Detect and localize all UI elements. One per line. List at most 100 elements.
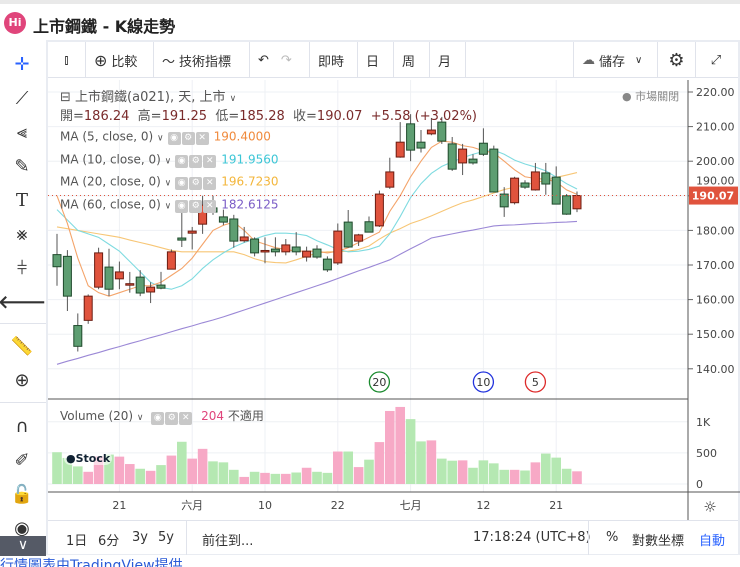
close-icon[interactable]: ✕	[179, 411, 193, 425]
x-tick-label: 10	[258, 499, 272, 512]
event-marker-label: 10	[476, 376, 490, 389]
candle-type-button[interactable]: ⫾	[48, 42, 86, 78]
volume-bar	[156, 465, 166, 484]
magnet-icon[interactable]: ∩	[15, 415, 29, 437]
ma-value: 190.4000	[213, 129, 271, 144]
volume-bar	[177, 441, 187, 484]
candle	[562, 195, 572, 215]
close-icon[interactable]: ✕	[195, 132, 209, 145]
collapse-icon[interactable]: ⊟	[60, 90, 71, 105]
back-arrow-icon[interactable]: 🡐	[0, 291, 47, 313]
range-1d[interactable]: 1日	[66, 534, 88, 549]
eye-icon[interactable]: ◉	[167, 132, 181, 145]
candle	[94, 252, 104, 288]
volume-bar	[83, 471, 93, 484]
gear-icon[interactable]: ⚙	[189, 199, 203, 213]
close-icon[interactable]: ✕	[203, 154, 217, 168]
settings-button[interactable]: ⚙	[658, 42, 696, 78]
gear-icon[interactable]: ⚙	[181, 132, 195, 145]
candle	[73, 325, 83, 347]
ma-legend[interactable]: MA (60, close, 0) ∨ ◉ ⚙ ✕ 182.6125	[60, 197, 279, 213]
chevron-down-icon: ∨	[229, 94, 237, 104]
brush-icon[interactable]: ✎	[14, 155, 30, 177]
interval-week-button[interactable]: 周	[394, 42, 430, 78]
ma-label: MA (5, close, 0)	[60, 129, 154, 144]
compare-button[interactable]: ⊕ 比較	[86, 42, 154, 78]
close-icon[interactable]: ✕	[203, 177, 217, 190]
volume-bar	[166, 455, 177, 484]
save-button[interactable]: ☁ 儲存 ∨	[573, 42, 658, 78]
text-tool-icon[interactable]: T	[15, 189, 28, 211]
auto-scale-toggle[interactable]: 自動	[699, 534, 726, 549]
volume-bar	[333, 451, 343, 484]
compare-label: 比較	[111, 54, 138, 70]
cloud-icon: ☁	[582, 52, 595, 68]
indicators-button[interactable]: 〜技術指標	[154, 42, 250, 78]
percent-scale-toggle[interactable]: %	[606, 530, 619, 545]
price-tick-label: 200.00	[696, 155, 735, 168]
realtime-button[interactable]: 即時	[310, 42, 358, 78]
trend-line-icon[interactable]: ⟋	[15, 87, 29, 109]
zoom-in-icon[interactable]: ⊕	[14, 369, 30, 391]
day-label: 日	[366, 54, 380, 70]
volume-bar	[197, 448, 208, 484]
candle	[374, 193, 384, 227]
save-label: 儲存	[599, 54, 626, 70]
candle	[187, 230, 197, 234]
fullscreen-button[interactable]: ⤢	[696, 42, 736, 78]
event-marker-label: 20	[372, 376, 386, 389]
gear-icon[interactable]: ⚙	[189, 177, 203, 190]
interval-month-button[interactable]: 月	[430, 42, 466, 78]
clock-timezone[interactable]: 17:18:24 (UTC+8)	[473, 530, 591, 545]
range-5y[interactable]: 5y	[158, 530, 174, 545]
eye-icon[interactable]: ◉	[151, 411, 165, 425]
volume-bar	[520, 470, 530, 484]
candle	[530, 171, 540, 191]
eye-icon[interactable]: ◉	[175, 154, 189, 168]
volume-bar	[437, 458, 447, 484]
ma-label: MA (60, close, 0)	[60, 197, 161, 211]
ruler-icon[interactable]: 📏	[10, 335, 34, 357]
undo-icon[interactable]: ↶	[258, 52, 269, 68]
gear-icon[interactable]: ⚙	[165, 411, 179, 425]
eye-icon[interactable]: ◉	[175, 177, 189, 190]
close-icon[interactable]: ✕	[203, 199, 217, 213]
goto-date-button[interactable]: 前往到...	[202, 534, 254, 549]
interval-day-button[interactable]: 日	[358, 42, 394, 78]
candle	[146, 286, 156, 293]
ma-label: MA (20, close, 0)	[60, 174, 161, 189]
pitchfork-icon[interactable]: ⫷	[16, 121, 28, 143]
gear-icon[interactable]: ⚙	[189, 154, 203, 168]
pattern-icon[interactable]: ⨳	[16, 223, 28, 245]
volume-bar	[530, 462, 541, 484]
eye-icon[interactable]: ◉	[175, 199, 189, 213]
unlock-icon[interactable]: 🔓	[10, 483, 34, 505]
lock-drawing-icon[interactable]: ✐	[14, 449, 30, 471]
crosshair-icon[interactable]: ✛	[14, 53, 30, 75]
ma-legend[interactable]: MA (5, close, 0) ∨ ◉ ⚙ ✕ 190.4000	[60, 129, 271, 145]
ma-legend[interactable]: MA (10, close, 0) ∨ ◉ ⚙ ✕ 191.9560	[60, 152, 279, 168]
redo-icon[interactable]: ↷	[280, 52, 292, 68]
candle	[260, 249, 270, 253]
log-scale-toggle[interactable]: 對數坐標	[632, 534, 685, 549]
volume-bar	[104, 454, 114, 484]
volume-bar	[322, 472, 333, 484]
ma-legend[interactable]: MA (20, close, 0) ∨ ◉ ⚙ ✕ 196.7230	[60, 174, 279, 190]
eye-icon[interactable]: ◉	[14, 517, 30, 539]
symbol-legend[interactable]: ⊟ 上市鋼鐵(a021), 天, 上市 ∨	[60, 86, 236, 105]
range-6m[interactable]: 6分	[98, 534, 120, 549]
chevron-down-icon: ∨	[157, 133, 164, 144]
volume-bar	[489, 463, 499, 484]
chevron-down-icon: ∨	[136, 413, 144, 423]
price-tick-label: 190.00	[696, 175, 735, 188]
candle	[229, 218, 239, 242]
range-3y[interactable]: 3y	[132, 530, 148, 545]
page-title: 上市鋼鐵 - K線走勢	[33, 17, 176, 36]
expand-toolbar-button[interactable]: ∨	[0, 536, 46, 556]
axis-settings-icon[interactable]: ☼	[703, 498, 716, 516]
fib-icon[interactable]: ⫩	[16, 257, 28, 279]
credit-link[interactable]: 行情圖表由TradingView提供	[0, 558, 183, 567]
month-label: 月	[438, 54, 452, 70]
volume-legend[interactable]: Volume (20) ∨ ◉ ⚙ ✕ 204 不適用	[60, 407, 264, 425]
